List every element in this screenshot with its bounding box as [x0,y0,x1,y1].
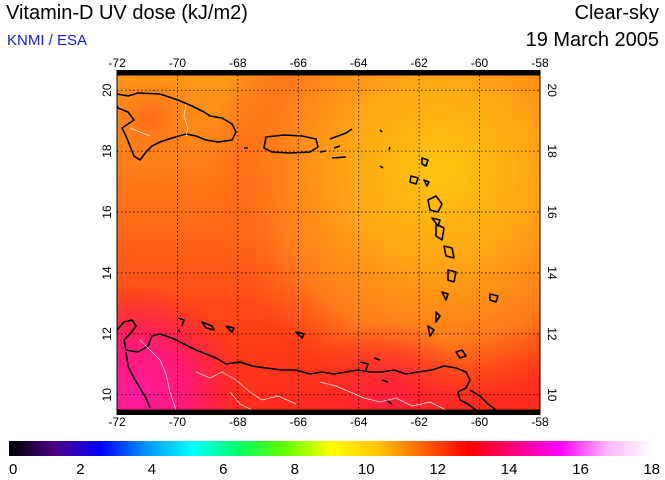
colorbar-tick-label: 6 [219,461,227,478]
colorbar-tick-label: 8 [291,461,299,478]
frame-bar-top [117,70,540,75]
lat-label-left: 20 [100,83,114,97]
lat-label-right: 16 [545,205,559,219]
coastline-puerto-rico [263,134,319,154]
lat-label-left: 16 [100,205,114,219]
lon-label-top: -70 [169,56,187,70]
lat-label-left: 12 [100,327,114,341]
lon-label-top: -62 [410,56,428,70]
data-source: KNMI / ESA [7,32,88,49]
lon-label-top: -68 [229,56,247,70]
lon-label-bottom: -66 [290,415,308,429]
coastline-lesser-antilles [421,157,429,167]
colorbar-tick-label: 10 [358,461,375,478]
country-borders [129,103,447,411]
lat-label-right: 20 [545,84,559,98]
lon-label-top: -66 [290,56,308,70]
lon-label-top: -64 [350,56,368,70]
map-axes: -72 -72 -70 -70 -68 -68 -66 -66 -64 -64 -62 -62 -60 -… [100,56,559,429]
lon-label-top: -58 [531,56,549,70]
lon-label-bottom: -72 [108,415,126,429]
lon-label-bottom: -64 [350,415,368,429]
lon-label-bottom: -60 [471,415,489,429]
colorbar [9,441,652,456]
lon-label-bottom: -58 [531,415,549,429]
lon-label-bottom: -62 [410,415,428,429]
lat-label-left: 14 [100,266,114,280]
coastline-south-america [116,319,477,411]
lat-label-right: 10 [545,388,559,402]
chart-title: Vitamin-D UV dose (kJ/m2) [6,2,248,24]
colorbar-tick-label: 4 [148,461,156,478]
coastlines [116,92,499,411]
uv-dose-field [117,75,540,410]
colorbar-tick-label: 2 [76,461,84,478]
lon-label-bottom: -68 [229,415,247,429]
observation-date: 19 March 2005 [525,29,659,51]
colorbar-tick-label: 12 [429,461,446,478]
lon-label-bottom: -70 [169,415,187,429]
lat-label-right: 18 [545,144,559,158]
colorbar-labels: 0 2 4 6 8 10 12 14 16 18 [9,461,660,478]
lat-label-left: 18 [100,144,114,158]
colorbar-tick-label: 16 [572,461,589,478]
frame-bar-bottom [117,410,540,415]
lat-label-left: 10 [100,388,114,402]
lat-label-right: 14 [545,266,559,280]
lon-label-top: -60 [471,56,489,70]
colorbar-tick-label: 0 [9,461,17,478]
colorbar-tick-label: 14 [501,461,518,478]
lon-label-top: -72 [108,56,126,70]
map-graticule [117,75,540,410]
colorbar-tick-label: 18 [643,461,660,478]
sky-condition: Clear-sky [574,2,659,24]
lat-label-right: 12 [545,327,559,341]
coastline-hispaniola [116,92,237,161]
